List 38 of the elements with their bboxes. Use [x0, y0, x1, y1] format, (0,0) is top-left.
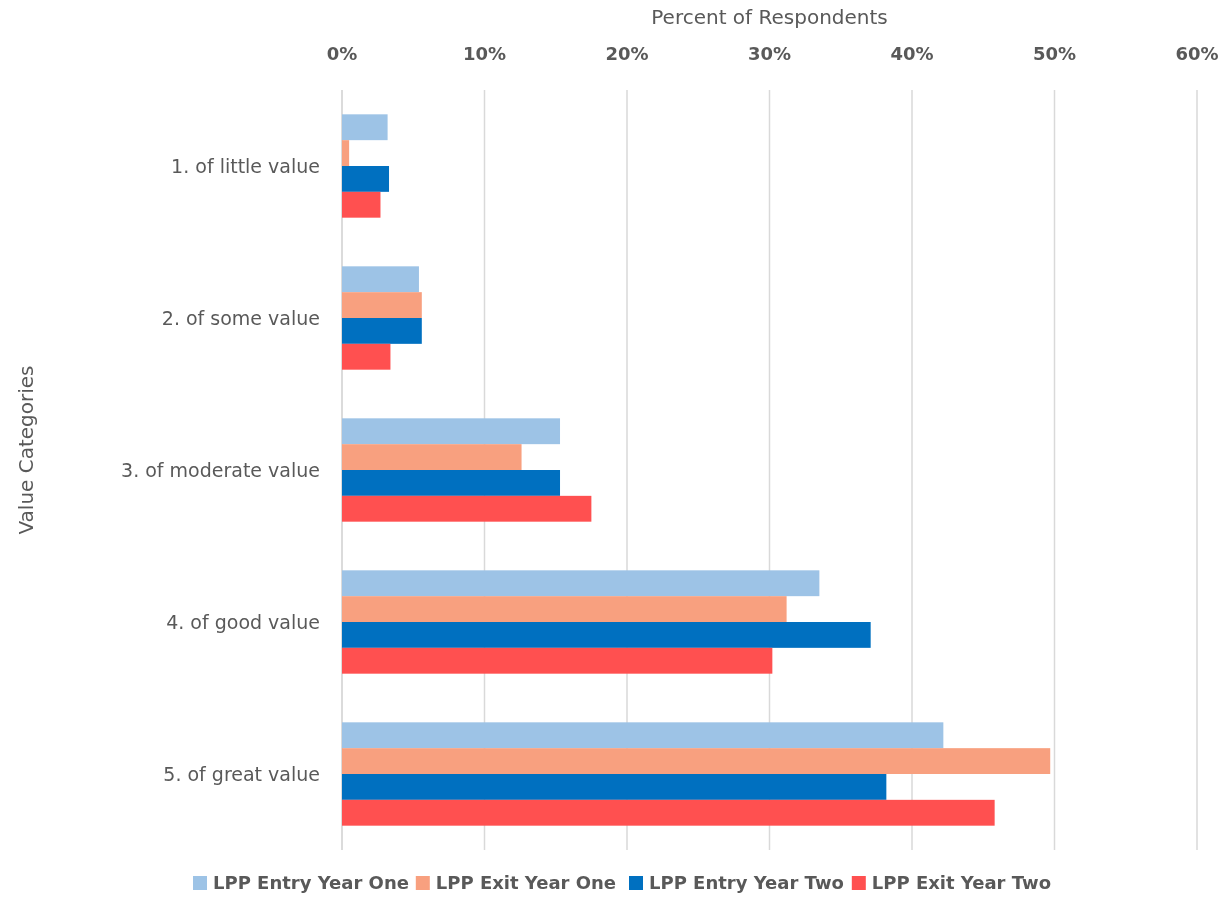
bar [342, 266, 419, 293]
bar [342, 722, 944, 749]
bar [342, 343, 391, 370]
bar [342, 292, 422, 318]
legend-label: LPP Entry Year Two [649, 872, 844, 894]
y-tick-label: 1. of little value [171, 154, 320, 177]
bar [342, 774, 887, 800]
bar [342, 418, 561, 445]
bar [342, 596, 787, 622]
y-tick-label: 2. of some value [161, 306, 320, 329]
bar [342, 495, 592, 522]
x-tick-label: 60% [1175, 43, 1219, 64]
bar [342, 622, 871, 648]
x-tick-label: 40% [890, 43, 934, 64]
bar [342, 140, 350, 166]
legend-label: LPP Entry Year One [213, 872, 409, 894]
x-tick-label: 10% [462, 43, 507, 64]
bar [342, 570, 820, 597]
y-tick-label: 5. of great value [163, 762, 320, 785]
bar [342, 470, 561, 496]
x-axis-title: Percent of Respondents [651, 5, 888, 29]
x-tick-label: 20% [605, 43, 649, 64]
bar [342, 318, 422, 344]
y-tick-label: 3. of moderate value [121, 458, 320, 481]
y-tick-label: 4. of good value [166, 610, 320, 633]
bar [342, 748, 1051, 774]
legend-label: LPP Exit Year Two [871, 872, 1052, 894]
y-axis-title: Value Categories [14, 365, 38, 535]
bar [342, 114, 388, 141]
bar [342, 799, 995, 826]
bar [342, 191, 381, 218]
legend-label: LPP Exit Year One [435, 872, 617, 894]
x-tick-label: 0% [326, 43, 358, 64]
bar [342, 647, 773, 674]
bar [342, 444, 522, 470]
x-tick-label: 30% [747, 43, 792, 64]
x-tick-label: 50% [1032, 43, 1077, 64]
bar [342, 166, 390, 192]
